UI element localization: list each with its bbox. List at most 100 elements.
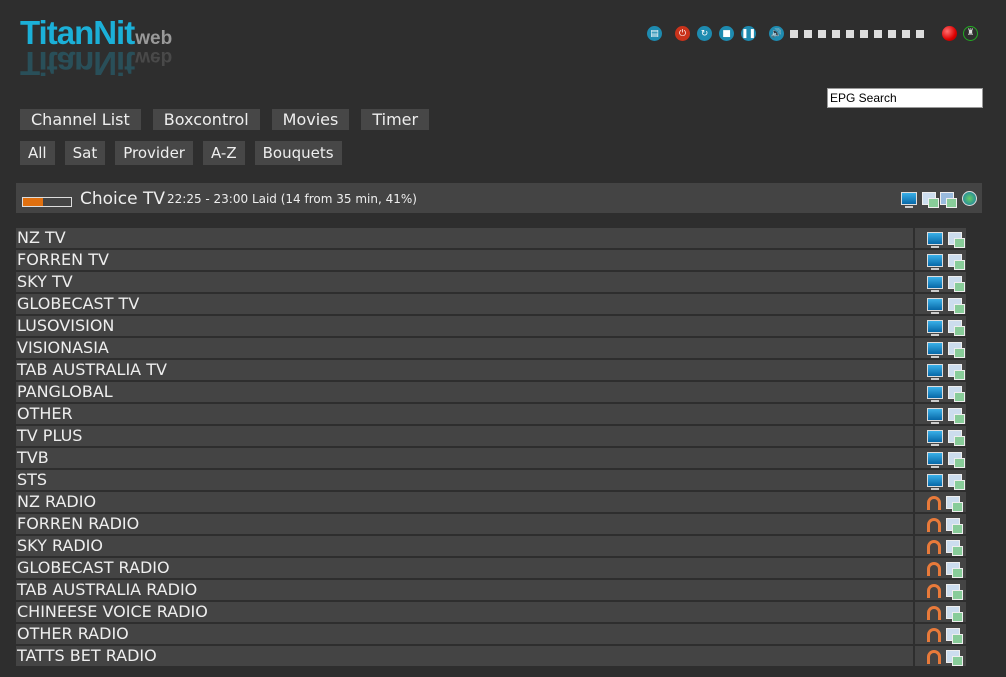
epg-icon[interactable] xyxy=(946,561,963,578)
epg-icon[interactable] xyxy=(948,385,965,402)
filter-provider[interactable]: Provider xyxy=(115,141,193,165)
nav-movies[interactable]: Movies xyxy=(271,109,350,130)
radio-icon[interactable] xyxy=(927,540,941,554)
record-icon[interactable] xyxy=(942,26,957,41)
filter-sat[interactable]: Sat xyxy=(64,141,106,165)
epg-icon[interactable] xyxy=(948,297,965,314)
epg-search-input[interactable] xyxy=(827,88,983,108)
tv-icon[interactable] xyxy=(927,385,943,402)
volume-step[interactable] xyxy=(888,29,896,38)
nav-boxcontrol[interactable]: Boxcontrol xyxy=(152,109,260,130)
volume-step[interactable] xyxy=(902,29,910,38)
volume-step[interactable] xyxy=(916,29,924,38)
signal-icon[interactable]: ♜ xyxy=(963,26,978,41)
epg-icon[interactable] xyxy=(946,605,963,622)
current-channel-actions xyxy=(882,183,982,213)
bouquet-name[interactable]: SKY TV xyxy=(16,272,913,292)
epg-icon[interactable] xyxy=(946,517,963,534)
bouquet-name[interactable]: OTHER RADIO xyxy=(16,624,913,644)
radio-icon[interactable] xyxy=(927,606,941,620)
epg-icon[interactable] xyxy=(946,539,963,556)
bouquet-name[interactable]: GLOBECAST RADIO xyxy=(16,558,913,578)
volume-step[interactable] xyxy=(874,29,882,38)
web-icon[interactable] xyxy=(962,190,977,206)
radio-icon[interactable] xyxy=(927,562,941,576)
epg-icon[interactable] xyxy=(946,649,963,666)
epg-icon[interactable] xyxy=(948,363,965,380)
volume-icon[interactable]: 🔊 xyxy=(769,26,784,41)
bouquet-name[interactable]: PANGLOBAL xyxy=(16,382,913,402)
filter-bouquets[interactable]: Bouquets xyxy=(254,141,342,165)
volume-step[interactable] xyxy=(832,29,840,38)
volume-step[interactable] xyxy=(860,29,868,38)
epg-icon[interactable] xyxy=(948,429,965,446)
bouquet-name[interactable]: NZ TV xyxy=(16,228,913,248)
bouquet-name[interactable]: FORREN RADIO xyxy=(16,514,913,534)
epg-icon[interactable] xyxy=(948,319,965,336)
pause-icon[interactable]: ❚❚ xyxy=(741,26,756,41)
epg-icon[interactable] xyxy=(946,583,963,600)
current-channel-name[interactable]: Choice TV xyxy=(80,189,165,209)
volume-step[interactable] xyxy=(790,29,798,38)
nav-channel-list[interactable]: Channel List xyxy=(20,109,141,130)
bouquet-name[interactable]: STS xyxy=(16,470,913,490)
radio-icon[interactable] xyxy=(927,518,941,532)
volume-step[interactable] xyxy=(804,29,812,38)
radio-icon[interactable] xyxy=(927,628,941,642)
radio-icon[interactable] xyxy=(927,584,941,598)
restart-icon[interactable]: ↻ xyxy=(697,26,712,41)
bouquet-name[interactable]: SKY RADIO xyxy=(16,536,913,556)
power-icon[interactable]: ⏻ xyxy=(675,26,690,41)
bouquet-name[interactable]: TVB xyxy=(16,448,913,468)
epg-icon[interactable] xyxy=(948,341,965,358)
remote-icon[interactable]: ▤ xyxy=(647,26,662,41)
epg-icon[interactable] xyxy=(948,407,965,424)
tv-stream-icon[interactable] xyxy=(901,191,917,208)
epg-icon[interactable] xyxy=(948,451,965,468)
epg-icon[interactable] xyxy=(922,191,939,208)
bouquet-name[interactable]: LUSOVISION xyxy=(16,316,913,336)
tv-icon[interactable] xyxy=(927,297,943,314)
bouquet-name[interactable]: VISIONASIA xyxy=(16,338,913,358)
epg-icon[interactable] xyxy=(948,231,965,248)
volume-step[interactable] xyxy=(846,29,854,38)
volume-slider[interactable] xyxy=(790,29,930,38)
tv-icon[interactable] xyxy=(927,407,943,424)
radio-icon[interactable] xyxy=(927,650,941,664)
tv-icon[interactable] xyxy=(927,473,943,490)
tv-icon[interactable] xyxy=(927,451,943,468)
tv-icon[interactable] xyxy=(927,231,943,248)
epg-icon[interactable] xyxy=(948,275,965,292)
list-item: TAB AUSTRALIA TV xyxy=(16,360,966,380)
filter-all[interactable]: All xyxy=(20,141,55,165)
volume-step[interactable] xyxy=(818,29,826,38)
tv-icon[interactable] xyxy=(927,341,943,358)
bouquet-name[interactable]: GLOBECAST TV xyxy=(16,294,913,314)
tv-icon[interactable] xyxy=(927,429,943,446)
nav-timer[interactable]: Timer xyxy=(361,109,430,130)
single-epg-icon[interactable] xyxy=(940,191,957,208)
tv-icon[interactable] xyxy=(927,275,943,292)
epg-icon[interactable] xyxy=(948,253,965,270)
bouquet-name[interactable]: TATTS BET RADIO xyxy=(16,646,913,666)
list-item: NZ TV xyxy=(16,228,966,248)
bouquet-actions xyxy=(915,536,966,556)
epg-icon[interactable] xyxy=(946,627,963,644)
list-item: NZ RADIO xyxy=(16,492,966,512)
epg-icon[interactable] xyxy=(946,495,963,512)
epg-icon[interactable] xyxy=(948,473,965,490)
stop-icon[interactable]: ■ xyxy=(719,26,734,41)
bouquet-name[interactable]: TV PLUS xyxy=(16,426,913,446)
bouquet-name[interactable]: TAB AUSTRALIA RADIO xyxy=(16,580,913,600)
bouquet-name[interactable]: FORREN TV xyxy=(16,250,913,270)
bouquet-name[interactable]: OTHER xyxy=(16,404,913,424)
tv-icon[interactable] xyxy=(927,363,943,380)
tv-icon[interactable] xyxy=(927,319,943,336)
list-item: PANGLOBAL xyxy=(16,382,966,402)
radio-icon[interactable] xyxy=(927,496,941,510)
bouquet-name[interactable]: CHINEESE VOICE RADIO xyxy=(16,602,913,622)
bouquet-name[interactable]: NZ RADIO xyxy=(16,492,913,512)
bouquet-name[interactable]: TAB AUSTRALIA TV xyxy=(16,360,913,380)
tv-icon[interactable] xyxy=(927,253,943,270)
filter-a-z[interactable]: A-Z xyxy=(202,141,245,165)
